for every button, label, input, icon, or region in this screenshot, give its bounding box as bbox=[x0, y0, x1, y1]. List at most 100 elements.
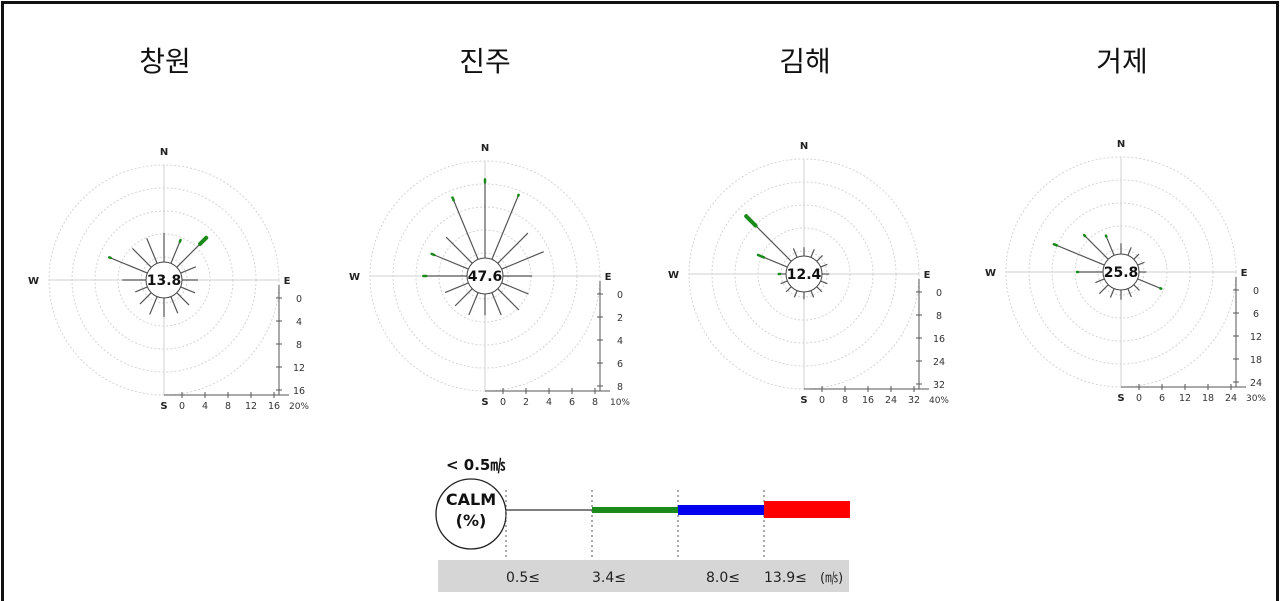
radial-tick-label-horizontal: 8 bbox=[592, 397, 598, 408]
speed-legend: < 0.5㎧ CALM (%) 0.5≤ 3.4≤ 8.0≤ 13.9≤ (㎧) bbox=[436, 456, 850, 592]
radial-tick-label-horizontal: 8 bbox=[842, 395, 848, 406]
calm-value-label: 25.8 bbox=[1104, 265, 1139, 281]
direction-label-e: E bbox=[284, 276, 291, 287]
radial-tick-label-horizontal: 0 bbox=[1136, 393, 1142, 404]
petal-mark-green bbox=[1054, 244, 1057, 245]
direction-label-w: W bbox=[349, 272, 360, 283]
radial-tick-label-vertical: 0 bbox=[617, 290, 623, 301]
petal-mark bbox=[1099, 285, 1108, 294]
radial-tick-label-vertical: 24 bbox=[1250, 378, 1262, 389]
radial-tick-label-vertical: 24 bbox=[933, 357, 945, 368]
petal-mark bbox=[147, 238, 157, 263]
petal-mark bbox=[492, 196, 518, 260]
radial-tick-label-horizontal: 24 bbox=[885, 395, 897, 406]
petal-mark bbox=[1106, 237, 1114, 256]
legend-bin-bar-2 bbox=[678, 505, 764, 515]
legend-bin-bar-1 bbox=[592, 507, 678, 513]
direction-label-s: S bbox=[800, 395, 807, 406]
radial-tick-label-vertical: 6 bbox=[617, 359, 623, 370]
radial-tick-label-vertical: 12 bbox=[293, 363, 305, 374]
petal-mark-green bbox=[109, 257, 110, 258]
calm-value-label: 12.4 bbox=[787, 267, 822, 283]
direction-label-s: S bbox=[160, 401, 167, 412]
petal-mark-green bbox=[758, 255, 764, 258]
direction-label-w: W bbox=[668, 270, 679, 281]
radial-unit-label: 20% bbox=[289, 402, 309, 412]
petal-mark-green bbox=[1084, 235, 1085, 236]
radial-tick-label-vertical: 12 bbox=[1250, 332, 1262, 343]
petal-mark-green bbox=[180, 240, 181, 242]
radial-tick-label-horizontal: 6 bbox=[569, 397, 575, 408]
radial-tick-label-vertical: 2 bbox=[617, 313, 623, 324]
direction-label-w: W bbox=[28, 276, 39, 287]
calm-label: CALM bbox=[446, 490, 496, 509]
calm-value-label: 47.6 bbox=[468, 269, 503, 285]
petal-mark bbox=[181, 287, 195, 293]
petal-mark bbox=[1085, 236, 1108, 259]
radial-tick-label-vertical: 32 bbox=[933, 380, 945, 391]
direction-label-n: N bbox=[800, 141, 808, 152]
petal-mark bbox=[492, 293, 501, 315]
petal-mark bbox=[177, 293, 189, 305]
legend-bin-label-0: 0.5≤ bbox=[506, 570, 540, 586]
radial-tick-label-horizontal: 0 bbox=[819, 395, 825, 406]
radial-tick-label-vertical: 16 bbox=[293, 386, 305, 397]
radial-tick-label-vertical: 4 bbox=[617, 336, 623, 347]
direction-label-e: E bbox=[1241, 268, 1248, 279]
petal-mark bbox=[171, 242, 180, 264]
radial-tick-label-horizontal: 32 bbox=[908, 395, 920, 406]
radial-tick-label-vertical: 0 bbox=[296, 294, 302, 305]
radial-unit-label: 40% bbox=[929, 396, 949, 406]
legend-unit-label: (㎧) bbox=[820, 571, 843, 586]
radial-tick-label-horizontal: 6 bbox=[1159, 393, 1165, 404]
petal-mark bbox=[111, 258, 148, 273]
radial-tick-label-horizontal: 4 bbox=[202, 401, 208, 412]
calm-unit-label: (%) bbox=[456, 511, 487, 530]
direction-label-s: S bbox=[481, 397, 488, 408]
radial-tick-label-horizontal: 24 bbox=[1225, 393, 1237, 404]
radial-unit-label: 30% bbox=[1246, 394, 1266, 404]
radial-tick-label-horizontal: 8 bbox=[225, 401, 231, 412]
radial-tick-label-vertical: 16 bbox=[933, 334, 945, 345]
radial-tick-label-horizontal: 2 bbox=[523, 397, 529, 408]
petal-mark bbox=[455, 289, 472, 306]
petal-mark bbox=[181, 267, 196, 273]
radial-tick-label-horizontal: 16 bbox=[862, 395, 874, 406]
calm-threshold-label: < 0.5㎧ bbox=[446, 456, 505, 474]
petal-mark bbox=[764, 257, 787, 267]
radial-tick-label-horizontal: 18 bbox=[1202, 393, 1214, 404]
radial-tick-label-horizontal: 0 bbox=[500, 397, 506, 408]
direction-label-n: N bbox=[1117, 139, 1125, 150]
radial-tick-label-vertical: 8 bbox=[936, 311, 942, 322]
petal-mark bbox=[498, 289, 519, 310]
direction-label-w: W bbox=[985, 268, 996, 279]
petal-mark bbox=[454, 200, 478, 259]
legend-bin-label-3: 13.9≤ bbox=[764, 570, 807, 586]
petal-mark bbox=[132, 248, 151, 267]
petal-mark bbox=[821, 281, 828, 284]
radial-tick-label-horizontal: 16 bbox=[268, 401, 280, 412]
legend-bin-label-2: 8.0≤ bbox=[706, 570, 740, 586]
direction-label-e: E bbox=[924, 270, 931, 281]
petal-mark-green bbox=[452, 198, 453, 201]
petal-mark bbox=[817, 255, 823, 261]
radial-tick-label-horizontal: 12 bbox=[245, 401, 257, 412]
calm-value-label: 13.8 bbox=[147, 273, 182, 289]
petal-mark bbox=[177, 244, 200, 267]
petal-mark bbox=[794, 291, 797, 298]
direction-label-n: N bbox=[481, 143, 489, 154]
direction-label-n: N bbox=[160, 147, 168, 158]
legend-bin-bar-3 bbox=[764, 501, 850, 518]
petal-mark bbox=[446, 237, 472, 263]
petal-mark-green bbox=[746, 216, 755, 225]
radial-tick-label-vertical: 0 bbox=[1253, 286, 1259, 297]
petal-mark-green bbox=[200, 238, 206, 244]
legend-bin-label-1: 3.4≤ bbox=[592, 570, 626, 586]
radial-tick-label-vertical: 8 bbox=[617, 382, 623, 393]
petal-mark bbox=[821, 264, 828, 267]
